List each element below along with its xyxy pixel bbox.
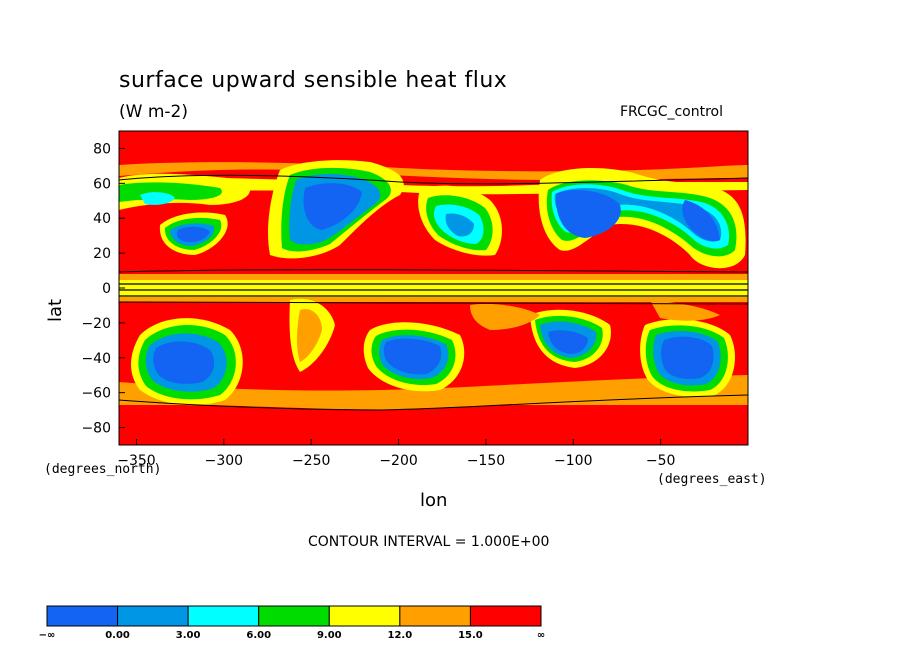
colorbar-label: 3.00 xyxy=(176,630,201,641)
y-tick-label: 20 xyxy=(93,246,111,262)
y-tick-label: 60 xyxy=(93,176,111,192)
colorbar-bin xyxy=(399,605,471,627)
y-tick-label: −20 xyxy=(81,316,111,332)
x-tick-label: −150 xyxy=(467,453,505,469)
colorbar-label: 12.0 xyxy=(388,630,413,641)
x-tick-label: −100 xyxy=(554,453,592,469)
chart-units: (W m-2) xyxy=(119,102,188,122)
colorbar-label: 0.00 xyxy=(105,630,130,641)
colorbar-label: −∞ xyxy=(39,630,56,641)
x-unit-label: (degrees_east) xyxy=(657,472,767,487)
colorbar-label: ∞ xyxy=(537,630,545,641)
y-unit-label: (degrees_north) xyxy=(44,462,162,477)
colorbar: −∞ 0.00 3.00 6.00 9.00 12.0 15.0 ∞ xyxy=(39,605,545,641)
y-tick-label: −80 xyxy=(81,421,111,437)
x-tick-label: −50 xyxy=(646,453,676,469)
colorbar-bin xyxy=(258,605,330,627)
x-axis-label: lon xyxy=(420,490,448,511)
colorbar-bin xyxy=(187,605,260,627)
colorbar-label: 6.00 xyxy=(246,630,271,641)
y-tick-label: 80 xyxy=(93,141,111,157)
colorbar-bin xyxy=(469,605,542,627)
y-tick-label: −40 xyxy=(81,351,111,367)
y-tick-label: 0 xyxy=(102,281,111,297)
contour-interval: CONTOUR INTERVAL = 1.000E+00 xyxy=(308,534,550,550)
y-tick-label: 40 xyxy=(93,211,111,227)
x-tick-label: −350 xyxy=(117,453,155,469)
colorbar-bin xyxy=(328,605,401,627)
x-axis: −350 −300 −250 −200 −150 −100 −50 xyxy=(117,439,675,469)
colorbar-label: 9.00 xyxy=(317,630,342,641)
x-tick-label: −200 xyxy=(379,453,417,469)
x-tick-label: −300 xyxy=(205,453,243,469)
y-axis-label: lat xyxy=(45,298,67,323)
colorbar-bin xyxy=(46,605,119,627)
y-axis: 80 60 40 20 0 −20 −40 −60 −80 xyxy=(81,141,125,437)
y-tick-label: −60 xyxy=(81,386,111,402)
chart-title: surface upward sensible heat flux xyxy=(119,68,508,93)
flux-field xyxy=(119,131,748,445)
colorbar-bin xyxy=(117,605,189,627)
colorbar-label: 15.0 xyxy=(458,630,483,641)
x-tick-label: −250 xyxy=(292,453,330,469)
run-name: FRCGC_control xyxy=(620,104,724,120)
